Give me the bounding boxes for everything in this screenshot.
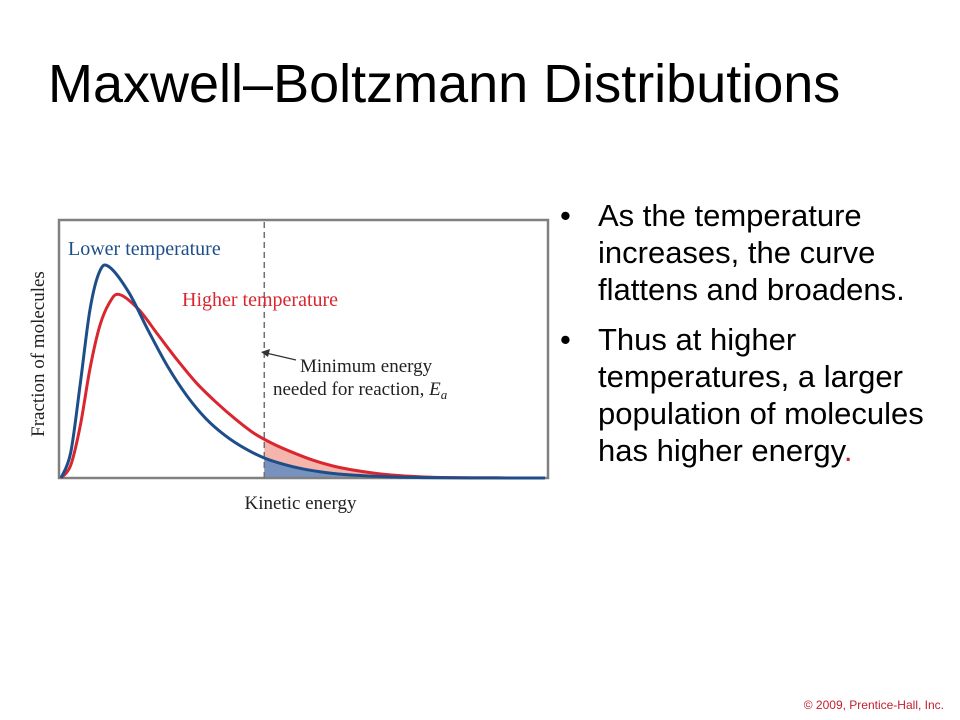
x-axis-label: Kinetic energy [244,493,357,514]
bullet-symbol: • [560,198,571,233]
bullet-text: Thus at higher temperatures, a larger po… [598,322,924,468]
copyright-notice: © 2009, Prentice-Hall, Inc. [803,698,944,712]
threshold-arrow-line [265,352,297,361]
lower-temperature-label: Lower temperature [68,238,221,260]
bullet-list: • As the temperature increases, the curv… [560,197,940,482]
higher-temperature-label: Higher temperature [182,289,338,311]
slide-title: Maxwell–Boltzmann Distributions [48,54,841,114]
plot-frame [57,218,550,480]
threshold-arrowhead [261,349,270,357]
bullet-symbol: • [560,322,571,357]
threshold-label-line1: Minimum energy [300,356,433,377]
bullet-end: . [843,433,853,468]
threshold-label-variable: E [428,379,441,400]
y-axis-label: Fraction of molecules [28,271,49,437]
threshold-label-subscript: a [441,387,448,402]
higher-tail-fill [264,438,545,478]
lower-temperature-curve [59,263,546,480]
bullet-text: As the temperature increases, the curve … [598,198,905,307]
threshold-label-line2: needed for reaction, Ea [273,379,448,402]
lower-tail-fill [264,457,545,478]
bullet-item: • As the temperature increases, the curv… [560,197,940,308]
bullet-item: • Thus at higher temperatures, a larger … [560,321,940,469]
